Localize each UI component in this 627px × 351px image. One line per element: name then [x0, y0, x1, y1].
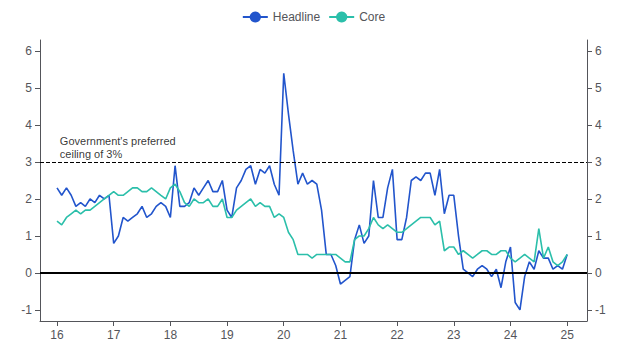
svg-text:ceiling of 3%: ceiling of 3%: [60, 148, 123, 160]
svg-text:19: 19: [220, 328, 234, 342]
svg-text:Core: Core: [359, 10, 385, 24]
svg-text:Headline: Headline: [273, 10, 321, 24]
svg-text:17: 17: [107, 328, 121, 342]
svg-text:20: 20: [277, 328, 291, 342]
svg-text:5: 5: [25, 81, 32, 95]
svg-text:1: 1: [25, 229, 32, 243]
svg-text:2: 2: [25, 192, 32, 206]
svg-text:Government's preferred: Government's preferred: [60, 135, 176, 147]
svg-text:5: 5: [595, 81, 602, 95]
svg-text:4: 4: [25, 118, 32, 132]
svg-text:4: 4: [595, 118, 602, 132]
svg-text:2: 2: [595, 192, 602, 206]
svg-text:6: 6: [25, 44, 32, 58]
svg-text:3: 3: [595, 155, 602, 169]
svg-text:18: 18: [164, 328, 178, 342]
svg-text:6: 6: [595, 44, 602, 58]
svg-text:16: 16: [50, 328, 64, 342]
svg-text:24: 24: [504, 328, 518, 342]
svg-text:25: 25: [560, 328, 574, 342]
svg-text:1: 1: [595, 229, 602, 243]
svg-text:3: 3: [25, 155, 32, 169]
svg-text:23: 23: [447, 328, 461, 342]
svg-text:-1: -1: [595, 303, 606, 317]
svg-text:0: 0: [25, 266, 32, 280]
svg-text:-1: -1: [21, 303, 32, 317]
svg-text:21: 21: [334, 328, 348, 342]
svg-text:0: 0: [595, 266, 602, 280]
svg-text:22: 22: [390, 328, 404, 342]
